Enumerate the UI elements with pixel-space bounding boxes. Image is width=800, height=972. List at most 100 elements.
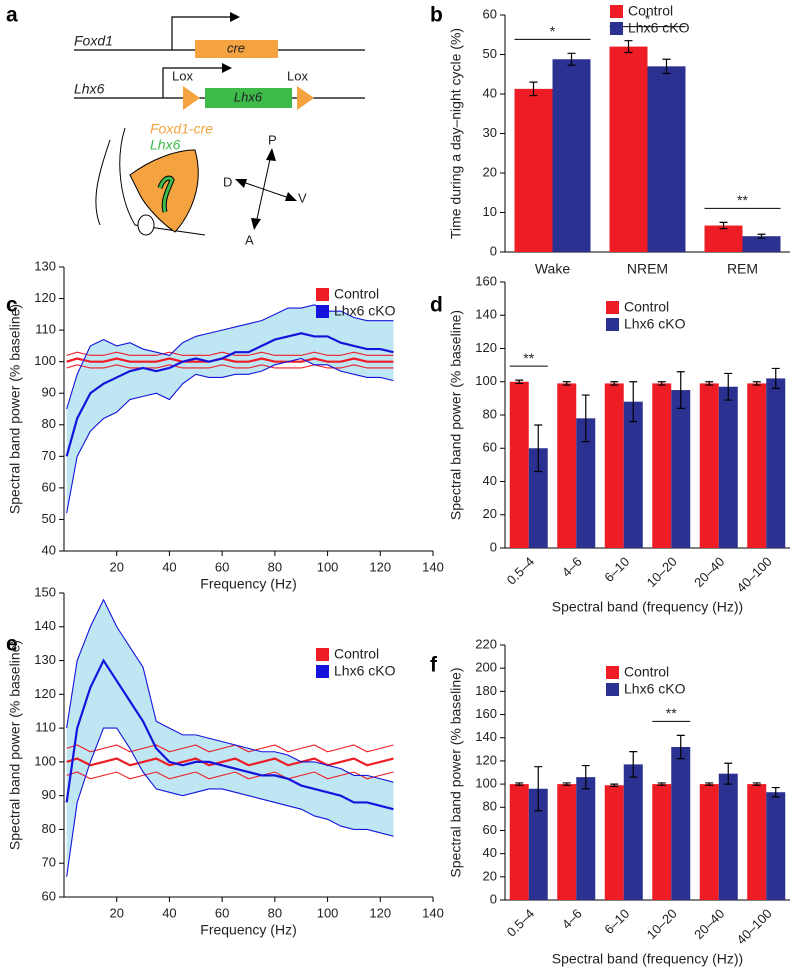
- y-tick-label: 60: [483, 822, 497, 837]
- bar: [509, 784, 529, 900]
- legend-label: Lhx6 cKO: [628, 20, 690, 36]
- panel-label: c: [6, 294, 18, 317]
- y-tick-label: 50: [42, 511, 56, 526]
- y-tick-label: 90: [42, 787, 56, 802]
- gene-label: Foxd1: [74, 33, 113, 49]
- significance-label: **: [523, 350, 534, 366]
- y-axis-title: Spectral band power (% baseline): [7, 304, 23, 514]
- bar: [604, 383, 624, 548]
- legend-label: Control: [334, 646, 379, 662]
- y-tick-label: 100: [475, 373, 497, 388]
- legend-swatch: [610, 5, 623, 18]
- error-bar: [624, 40, 633, 54]
- y-tick-label: 100: [34, 753, 56, 768]
- y-tick-label: 60: [42, 479, 56, 494]
- line: [65, 658, 394, 811]
- bar: [652, 383, 672, 548]
- error-bar: [724, 372, 733, 401]
- band-edge: [66, 727, 394, 877]
- panel-label: e: [6, 633, 18, 656]
- line: [65, 332, 394, 457]
- x-tick-label: 100: [317, 905, 339, 920]
- legend-label: Lhx6 cKO: [334, 303, 396, 319]
- y-tick-label: 20: [483, 868, 497, 883]
- x-tick-label: 0.5–4: [504, 554, 538, 588]
- x-tick-label: 0.5–4: [504, 906, 538, 940]
- bar: [742, 236, 781, 252]
- y-axis-title: Spectral band power (% baseline): [7, 640, 23, 850]
- y-tick-label: 60: [42, 888, 56, 903]
- bar: [557, 383, 577, 548]
- band-edge: [66, 771, 394, 780]
- band-edge: [66, 304, 394, 410]
- bar: [604, 785, 624, 900]
- x-tick-label: NREM: [627, 261, 668, 277]
- y-tick-label: 0: [490, 243, 497, 258]
- error-bar: [629, 751, 638, 778]
- panel-label: b: [430, 4, 443, 27]
- arrow-head: [266, 148, 276, 161]
- lhx6-region: [158, 176, 174, 213]
- y-tick-label: 0: [490, 539, 497, 554]
- bar: [623, 401, 643, 548]
- y-tick-label: 120: [475, 752, 497, 767]
- legend-swatch: [606, 666, 619, 679]
- bar: [552, 59, 591, 252]
- y-tick-label: 10: [483, 204, 497, 219]
- line: [66, 757, 394, 767]
- x-tick-label: 120: [369, 905, 391, 920]
- legend-label: Lhx6 cKO: [624, 681, 686, 697]
- error-bar: [515, 379, 524, 385]
- y-tick-label: 110: [35, 322, 56, 337]
- bar: [609, 46, 648, 252]
- bar: [623, 764, 643, 900]
- legend-swatch: [606, 683, 619, 696]
- y-axis-title: Time during a day–night cycle (%): [448, 28, 464, 239]
- x-tick-label: 40: [162, 559, 176, 574]
- error-bar: [562, 782, 571, 786]
- x-tick-label: 140: [422, 559, 444, 574]
- legend-swatch: [316, 288, 329, 301]
- y-tick-label: 140: [34, 618, 56, 633]
- x-tick-label: 40: [162, 905, 176, 920]
- bar: [699, 784, 719, 900]
- panel-label: d: [430, 294, 443, 317]
- x-tick-label: 40–100: [734, 906, 775, 947]
- panel-label: a: [6, 4, 18, 27]
- diagram: a Foxd1 cre Lhx6 Lox Lhx6 Lox Foxd1-cre …: [6, 4, 365, 247]
- arrow-head: [230, 12, 240, 22]
- legend-label: Control: [628, 3, 673, 19]
- y-tick-label: 40: [483, 473, 497, 488]
- x-tick-label: 20: [109, 905, 123, 920]
- error-bar: [662, 58, 671, 75]
- bar: [766, 378, 786, 548]
- y-tick-label: 160: [475, 706, 497, 721]
- error-bar: [581, 764, 590, 790]
- x-tick-label: 120: [369, 559, 391, 574]
- lox-label: Lox: [172, 68, 193, 83]
- y-tick-label: 100: [34, 353, 56, 368]
- band-edge: [66, 351, 394, 356]
- confidence-band: [66, 304, 394, 514]
- bar: [704, 225, 743, 252]
- x-tick-label: 100: [317, 559, 339, 574]
- x-tick-label: 80: [268, 559, 282, 574]
- error-bar: [752, 782, 761, 786]
- y-axis-title: Spectral band power (% baseline): [448, 310, 464, 520]
- error-bar: [705, 381, 714, 386]
- error-bar: [705, 782, 714, 786]
- y-tick-label: 100: [475, 776, 497, 791]
- x-tick-label: 10–20: [644, 554, 680, 590]
- bar: [647, 66, 686, 252]
- promoter-arrow: [171, 16, 238, 50]
- legend-label: Lhx6 cKO: [334, 663, 396, 679]
- y-tick-label: 20: [483, 164, 497, 179]
- bar: [671, 747, 691, 900]
- y-tick-label: 80: [42, 416, 56, 431]
- y-tick-label: 40: [483, 845, 497, 860]
- compass-label: A: [245, 232, 254, 247]
- legend-label: Control: [334, 286, 379, 302]
- bar: [528, 448, 548, 548]
- bar: [718, 386, 738, 548]
- x-tick-label: 10–20: [644, 906, 680, 942]
